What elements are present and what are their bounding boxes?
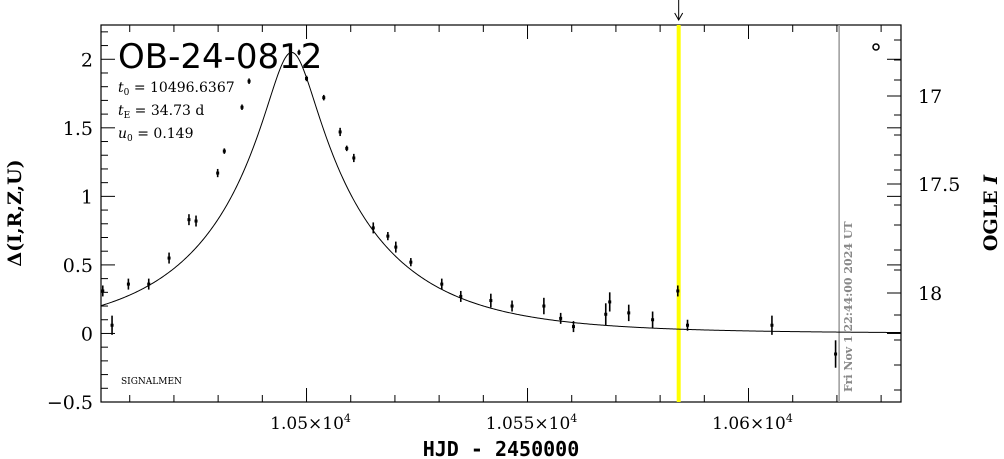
y-tick-label: −0.5 xyxy=(47,392,93,414)
data-point xyxy=(440,278,444,290)
y2-tick-label: 17.5 xyxy=(918,174,960,196)
x-tick-label: 1.055×104 xyxy=(486,412,578,434)
data-point xyxy=(489,293,493,308)
data-point xyxy=(222,148,226,154)
y-tick-label: 1.5 xyxy=(63,118,93,140)
data-points xyxy=(101,49,838,368)
param-tE: tE = 34.73 d xyxy=(118,103,204,121)
data-point xyxy=(559,312,563,324)
data-point xyxy=(571,321,575,333)
x-tick-label: 1.05×104 xyxy=(270,412,351,434)
fit-parameters: t0 = 10496.6367 tE = 34.73 d u0 = 0.149 xyxy=(118,80,235,144)
data-point xyxy=(247,78,251,84)
y2-tick-label: 17 xyxy=(918,86,942,108)
open-circle-marker xyxy=(872,43,880,51)
current-date-marker: Fri Nov 1 22:44:00 2024 UT xyxy=(838,25,855,402)
x-tick-label: 1.06×104 xyxy=(712,412,793,434)
param-u0: u0 = 0.149 xyxy=(118,126,194,144)
data-point xyxy=(216,168,220,178)
data-point xyxy=(676,285,680,297)
data-point xyxy=(345,145,349,152)
data-point xyxy=(459,290,463,302)
data-point xyxy=(371,222,375,234)
highlight-arrow-head xyxy=(674,12,684,22)
param-t0: t0 = 10496.6367 xyxy=(118,80,235,98)
model-curve xyxy=(100,51,902,334)
data-point xyxy=(352,153,356,163)
data-point xyxy=(608,292,612,312)
data-point xyxy=(305,75,309,82)
data-point xyxy=(101,285,105,297)
data-point xyxy=(386,232,390,241)
data-point xyxy=(394,241,398,253)
data-point xyxy=(126,278,130,290)
y-tick-label: 2 xyxy=(81,49,93,71)
data-point xyxy=(770,315,774,335)
data-point xyxy=(510,300,514,312)
data-point xyxy=(194,215,198,227)
y2-tick-label: 18 xyxy=(918,283,942,305)
y2-axis-label: OGLE I xyxy=(980,174,1002,251)
data-point xyxy=(338,127,342,137)
data-point xyxy=(686,319,690,331)
data-point xyxy=(542,297,546,315)
data-point xyxy=(297,49,301,56)
y-tick-label: 0 xyxy=(81,323,93,345)
data-point xyxy=(187,214,191,226)
data-point xyxy=(834,340,838,368)
plot-frame xyxy=(100,24,902,403)
data-point xyxy=(604,303,608,326)
data-point xyxy=(409,258,413,267)
y-tick-label: 0.5 xyxy=(63,255,93,277)
data-point xyxy=(627,304,631,322)
data-point xyxy=(147,278,151,290)
y-axis-label: Δ(I,R,Z,U) xyxy=(4,159,26,266)
y-tick-label: 1 xyxy=(81,186,93,208)
chart-title: OB-24-0812 xyxy=(118,37,322,77)
data-point xyxy=(167,252,171,264)
axes-ticks: −0.5 0 0.5 1 1.5 2 1.05×104 1.055×104 1.06×104 17… xyxy=(47,25,960,434)
data-point xyxy=(110,315,114,335)
current-date-label: Fri Nov 1 22:44:00 2024 UT xyxy=(842,221,855,392)
signalmen-annotation: SIGNALMEN xyxy=(121,377,182,387)
data-point xyxy=(651,311,655,328)
data-point xyxy=(240,104,244,110)
highlight-marker xyxy=(674,0,684,402)
data-point xyxy=(322,94,326,101)
x-axis-label: HJD - 2450000 xyxy=(423,437,580,459)
